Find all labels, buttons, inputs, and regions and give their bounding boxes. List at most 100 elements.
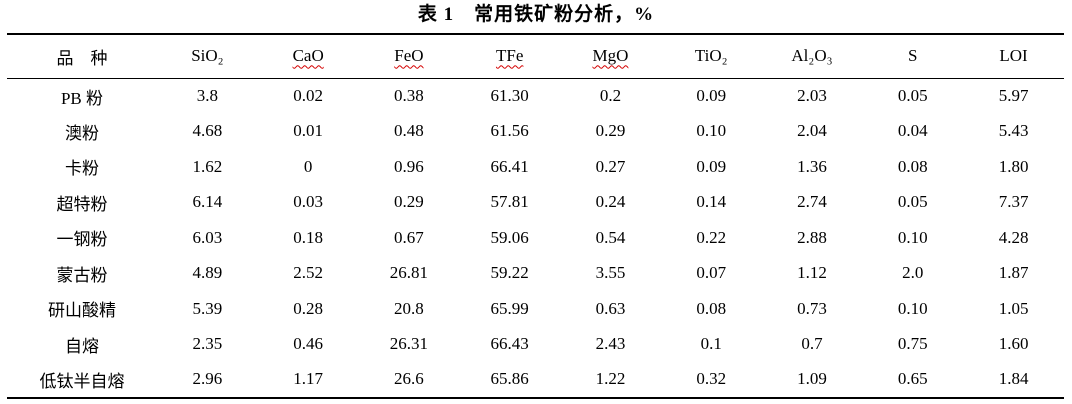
value-cell: 26.31 (389, 334, 429, 354)
column-header: 品 种 (56, 48, 108, 68)
value-cell: 2.96 (192, 369, 223, 389)
table-row: 超特粉 6.14 0.03 0.29 57.81 0.24 0.14 2.74 0.05 7.37 (7, 185, 1064, 221)
value-cell: 2.04 (797, 121, 827, 141)
value-cell: 2.88 (797, 227, 827, 247)
value-cell: 0.96 (394, 156, 424, 176)
ore-name-cell: 卡粉 (65, 159, 99, 179)
value-cell: 1.84 (998, 369, 1029, 389)
value-cell: 1.36 (797, 156, 827, 176)
value-cell: 0.18 (293, 227, 324, 247)
table-row: 澳粉 4.68 0.01 0.48 61.56 0.29 0.10 2.04 0.04 5.43 (7, 114, 1064, 150)
value-cell: 1.60 (998, 334, 1029, 354)
value-cell: 4.68 (192, 121, 223, 141)
value-cell: 0.27 (595, 156, 626, 176)
value-cell: 0.08 (897, 156, 928, 176)
value-cell: 0.67 (394, 227, 424, 247)
column-header: SiO₂ (191, 46, 224, 66)
column-header: LOI (999, 46, 1028, 66)
table-title: 表 1 常用铁矿粉分析，% (417, 4, 655, 25)
column-header: TiO₂ (694, 46, 728, 66)
value-cell: 0.2 (599, 86, 622, 105)
value-cell: 1.12 (797, 263, 827, 283)
table-row: PB 粉 3.8 0.02 0.38 61.30 0.2 0.09 2.03 0.05 5.97 (7, 78, 1064, 114)
value-cell: 0.07 (696, 263, 727, 283)
value-cell: 0.09 (696, 156, 727, 176)
value-cell: 2.0 (902, 263, 924, 283)
value-cell: 0.08 (696, 298, 727, 318)
value-cell: 1.62 (192, 156, 223, 176)
value-cell: 1.05 (998, 298, 1029, 318)
column-header: CaO (292, 46, 324, 66)
value-cell: 0.29 (595, 121, 626, 141)
table-row: 卡粉 1.62 0 0.96 66.41 0.27 0.09 1.36 0.08 1.80 (7, 149, 1064, 185)
value-cell: 0.29 (394, 192, 424, 212)
value-cell: 2.03 (797, 86, 827, 105)
value-cell: 0.05 (897, 86, 928, 105)
value-cell: 57.81 (490, 192, 529, 212)
value-cell: 2.43 (595, 334, 626, 354)
table-row: 自熔 2.35 0.46 26.31 66.43 2.43 0.1 0.7 0.75 1.60 (7, 327, 1064, 363)
value-cell: 0.63 (595, 298, 626, 318)
table-row: 蒙古粉 4.89 2.52 26.81 59.22 3.55 0.07 1.12 2.0 1.87 (7, 256, 1064, 292)
value-cell: 0.48 (394, 121, 424, 141)
column-header: MgO (592, 46, 629, 66)
value-cell: 5.97 (998, 86, 1029, 105)
column-header: TFe (495, 46, 524, 66)
value-cell: 66.43 (490, 334, 529, 354)
column-header: FeO (394, 46, 424, 66)
ore-name-cell: 澳粉 (65, 123, 99, 143)
value-cell: 61.30 (490, 86, 529, 105)
value-cell: 0.05 (897, 192, 928, 212)
value-cell: 0.14 (696, 192, 727, 212)
value-cell: 4.28 (998, 227, 1029, 247)
value-cell: 59.22 (490, 263, 529, 283)
value-cell: 0.65 (897, 369, 928, 389)
value-cell: 0.10 (897, 227, 928, 247)
table-row: 一钢粉 6.03 0.18 0.67 59.06 0.54 0.22 2.88 0.10 4.28 (7, 220, 1064, 256)
table-row: 研山酸精 5.39 0.28 20.8 65.99 0.63 0.08 0.73 0.10 1.0… (7, 291, 1064, 327)
table-header: 品 种 SiO₂ CaO FeO TFe MgO TiO₂ Al₂O₃ S LOI (7, 34, 1064, 78)
value-cell: 0.75 (897, 334, 928, 354)
value-cell: 20.8 (394, 298, 424, 318)
ore-name-cell: 研山酸精 (48, 301, 116, 321)
value-cell: 0.04 (897, 121, 928, 141)
value-cell: 26.81 (389, 263, 429, 283)
value-cell: 66.41 (490, 156, 529, 176)
column-header: Al₂O₃ (791, 46, 833, 66)
ore-name-cell: 一钢粉 (56, 230, 108, 250)
value-cell: 0.24 (595, 192, 626, 212)
value-cell: 2.52 (293, 263, 324, 283)
ore-name-cell: 超特粉 (56, 194, 108, 214)
ore-name-cell: 低钛半自熔 (39, 371, 125, 391)
table-body: PB 粉 3.8 0.02 0.38 61.30 0.2 0.09 2.03 0.05 5.97 澳… (7, 78, 1064, 398)
value-cell: 7.37 (998, 192, 1029, 212)
ore-name-cell: PB 粉 (60, 88, 104, 108)
value-cell: 1.17 (293, 369, 324, 389)
value-cell: 0.1 (700, 334, 722, 354)
value-cell: 1.87 (998, 263, 1029, 283)
value-cell: 0.7 (801, 334, 823, 354)
ore-name-cell: 蒙古粉 (56, 265, 108, 285)
value-cell: 0.02 (293, 86, 324, 105)
value-cell: 1.22 (595, 369, 626, 389)
value-cell: 65.86 (490, 369, 529, 389)
value-cell: 0.10 (897, 298, 928, 318)
value-cell: 5.39 (192, 298, 223, 318)
value-cell: 4.89 (192, 263, 223, 283)
ore-name-cell: 自熔 (65, 336, 99, 356)
value-cell: 6.03 (192, 227, 223, 247)
value-cell: 0.38 (394, 86, 424, 105)
value-cell: 1.80 (998, 156, 1029, 176)
table-row: 低钛半自熔 2.96 1.17 26.6 65.86 1.22 0.32 1.09 0.65 1.… (7, 362, 1064, 398)
value-cell: 0.10 (696, 121, 727, 141)
value-cell: 3.55 (595, 263, 626, 283)
iron-ore-analysis-table: 品 种 SiO₂ CaO FeO TFe MgO TiO₂ Al₂O₃ S LOI PB 粉 3.8… (7, 33, 1064, 399)
value-cell: 0.54 (595, 227, 626, 247)
value-cell: 3.8 (196, 86, 218, 105)
value-cell: 2.35 (192, 334, 223, 354)
value-cell: 61.56 (490, 121, 529, 141)
value-cell: 0 (303, 156, 313, 176)
value-cell: 5.43 (998, 121, 1029, 141)
value-cell: 0.01 (293, 121, 324, 141)
